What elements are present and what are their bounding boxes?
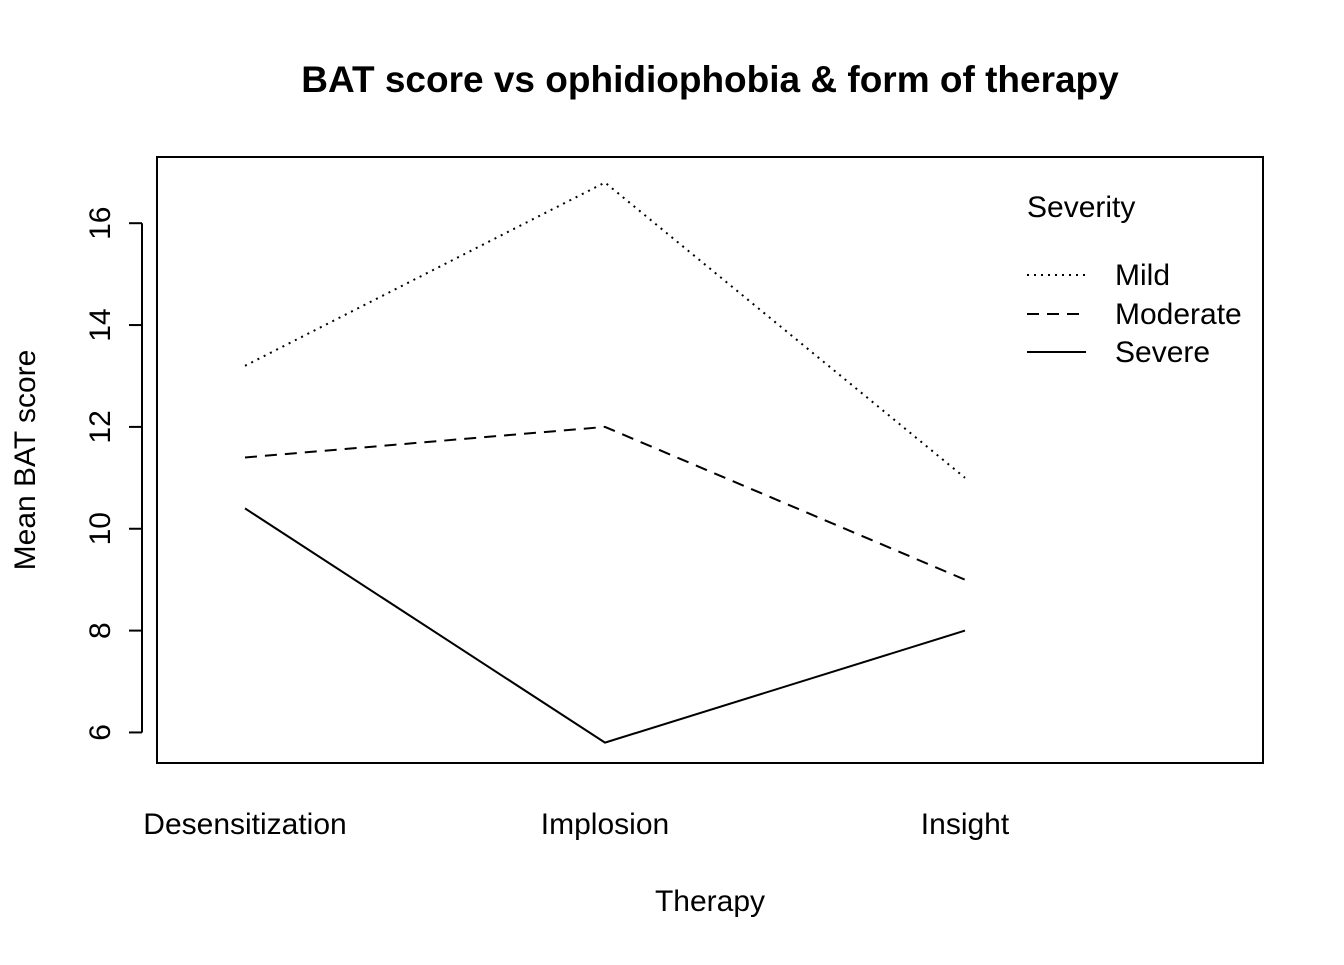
chart-title: BAT score vs ophidiophobia & form of the… — [301, 59, 1119, 100]
y-axis-label: Mean BAT score — [9, 350, 42, 571]
y-tick-label: 14 — [84, 308, 117, 341]
legend-label-moderate: Moderate — [1115, 298, 1242, 331]
y-tick-label: 16 — [84, 207, 117, 240]
y-tick-label: 12 — [84, 410, 117, 443]
legend-label-mild: Mild — [1115, 259, 1170, 292]
y-tick-label: 10 — [84, 512, 117, 545]
legend-label-severe: Severe — [1115, 336, 1210, 369]
x-tick-label: Implosion — [541, 808, 669, 841]
y-tick-label: 8 — [84, 622, 117, 639]
x-tick-label: Desensitization — [143, 808, 346, 841]
x-axis-label: Therapy — [655, 885, 765, 918]
legend-title: Severity — [1027, 191, 1135, 224]
y-tick-label: 6 — [84, 724, 117, 741]
x-tick-label: Insight — [921, 808, 1010, 841]
